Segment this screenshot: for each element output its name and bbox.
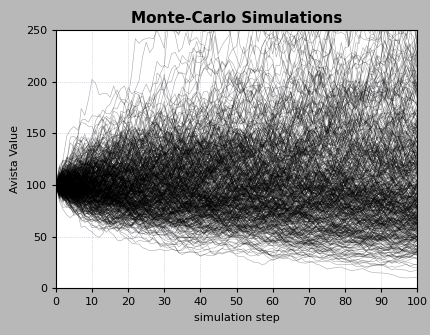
X-axis label: simulation step: simulation step <box>194 313 280 323</box>
Y-axis label: Avista Value: Avista Value <box>10 125 20 193</box>
Title: Monte-Carlo Simulations: Monte-Carlo Simulations <box>131 11 342 26</box>
